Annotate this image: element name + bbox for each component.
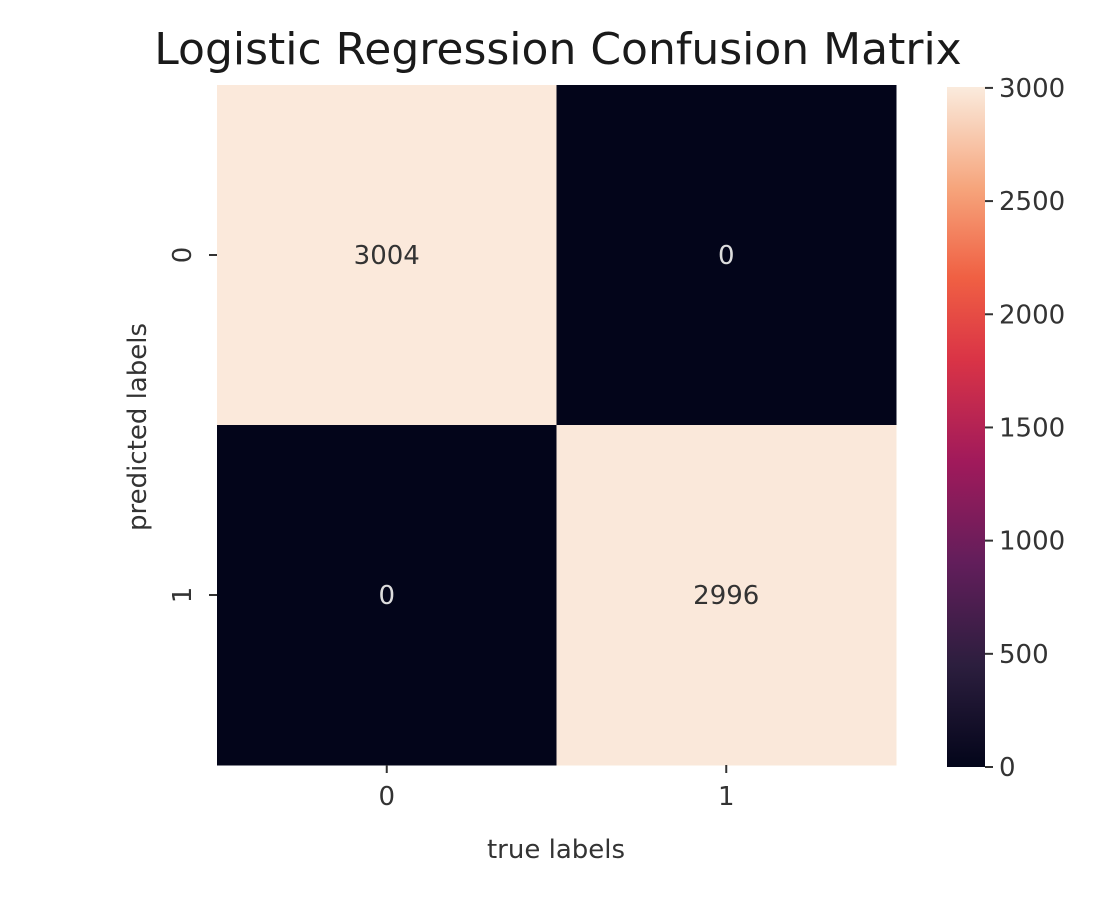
heatmap-cell-0-1 bbox=[556, 85, 897, 426]
y-axis-label: predicted labels bbox=[123, 323, 153, 531]
chart-title: Logistic Regression Confusion Matrix bbox=[154, 24, 961, 75]
colorbar-tick-label: 1500 bbox=[999, 413, 1065, 443]
y-tick-label: 1 bbox=[168, 587, 198, 604]
colorbar bbox=[947, 87, 985, 767]
cell-annotations: 3004 0 0 2996 bbox=[354, 241, 760, 611]
colorbar-tick-label: 0 bbox=[999, 753, 1016, 783]
colorbar-ticks: 0 500 1000 1500 2000 2500 3000 bbox=[985, 74, 1065, 783]
heatmap-cell-1-1 bbox=[556, 425, 897, 766]
y-tick-label: 0 bbox=[168, 247, 198, 264]
colorbar-tick-label: 3000 bbox=[999, 74, 1065, 104]
x-tick-label: 1 bbox=[718, 782, 735, 812]
x-axis-label: true labels bbox=[487, 835, 625, 865]
heatmap-cells bbox=[217, 85, 897, 766]
colorbar-tick-label: 2500 bbox=[999, 187, 1065, 217]
colorbar-tick-label: 1000 bbox=[999, 527, 1065, 557]
colorbar-tick-label: 500 bbox=[999, 640, 1049, 670]
cell-annotation-0-0: 3004 bbox=[354, 241, 420, 271]
y-axis-ticks: 01 bbox=[168, 247, 217, 604]
colorbar-tick-label: 2000 bbox=[999, 300, 1065, 330]
heatmap-cell-1-0 bbox=[217, 425, 557, 766]
x-tick-label: 0 bbox=[378, 782, 395, 812]
cell-annotation-0-1: 0 bbox=[718, 241, 735, 271]
heatmap-cell-0-0 bbox=[217, 85, 557, 426]
cell-annotation-1-0: 0 bbox=[378, 581, 395, 611]
cell-annotation-1-1: 2996 bbox=[693, 581, 759, 611]
